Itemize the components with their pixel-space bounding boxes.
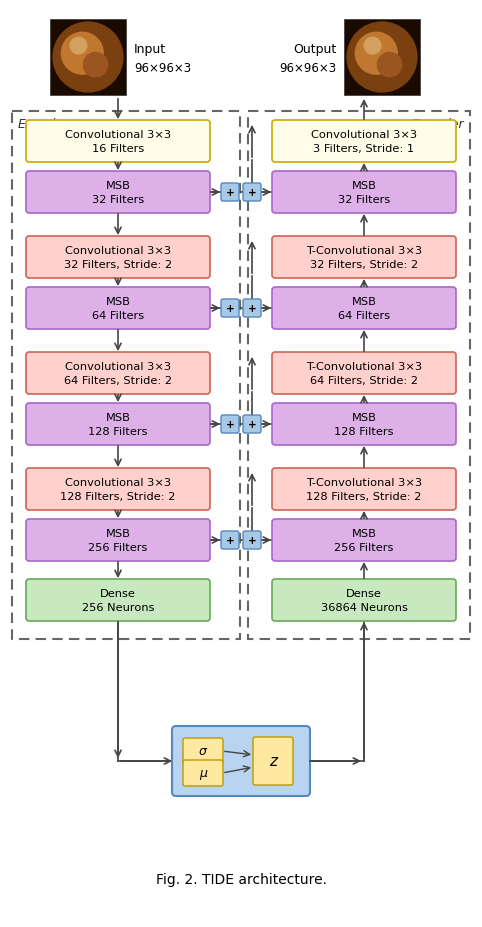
FancyBboxPatch shape — [272, 519, 456, 562]
FancyBboxPatch shape — [221, 184, 239, 202]
Text: T-Convolutional 3×3
128 Filters, Stride: 2: T-Convolutional 3×3 128 Filters, Stride:… — [306, 478, 422, 502]
FancyBboxPatch shape — [272, 287, 456, 330]
Text: +: + — [248, 536, 256, 545]
Circle shape — [53, 23, 123, 93]
FancyBboxPatch shape — [26, 287, 210, 330]
Text: +: + — [248, 304, 256, 313]
Circle shape — [70, 38, 87, 55]
FancyBboxPatch shape — [183, 738, 223, 764]
Circle shape — [355, 33, 397, 75]
Text: Input: Input — [134, 44, 166, 57]
Text: +: + — [226, 188, 234, 197]
FancyBboxPatch shape — [272, 468, 456, 511]
Text: MSB
128 Filters: MSB 128 Filters — [334, 413, 394, 436]
FancyBboxPatch shape — [272, 352, 456, 395]
FancyBboxPatch shape — [243, 415, 261, 434]
Text: μ: μ — [199, 767, 207, 780]
Circle shape — [377, 54, 402, 78]
FancyBboxPatch shape — [221, 299, 239, 318]
Text: σ: σ — [199, 744, 207, 757]
FancyBboxPatch shape — [243, 299, 261, 318]
Text: Encoder: Encoder — [18, 118, 69, 131]
FancyBboxPatch shape — [26, 171, 210, 214]
Circle shape — [83, 54, 108, 78]
FancyBboxPatch shape — [253, 737, 293, 785]
Text: 96×96×3: 96×96×3 — [279, 61, 336, 74]
Text: MSB
128 Filters: MSB 128 Filters — [88, 413, 148, 436]
Text: MSB
64 Filters: MSB 64 Filters — [92, 297, 144, 320]
Text: z: z — [269, 754, 277, 768]
FancyBboxPatch shape — [172, 726, 310, 796]
Text: 96×96×3: 96×96×3 — [134, 61, 191, 74]
FancyBboxPatch shape — [50, 20, 126, 95]
Text: T-Convolutional 3×3
64 Filters, Stride: 2: T-Convolutional 3×3 64 Filters, Stride: … — [306, 362, 422, 386]
Text: +: + — [226, 536, 234, 545]
FancyBboxPatch shape — [243, 184, 261, 202]
FancyBboxPatch shape — [272, 403, 456, 446]
FancyBboxPatch shape — [221, 531, 239, 550]
FancyBboxPatch shape — [26, 403, 210, 446]
FancyBboxPatch shape — [26, 579, 210, 621]
Text: Convolutional 3×3
128 Filters, Stride: 2: Convolutional 3×3 128 Filters, Stride: 2 — [60, 478, 175, 502]
Bar — [12, 112, 240, 640]
FancyBboxPatch shape — [344, 20, 420, 95]
FancyBboxPatch shape — [26, 468, 210, 511]
FancyBboxPatch shape — [26, 352, 210, 395]
Text: MSB
256 Filters: MSB 256 Filters — [88, 528, 147, 552]
FancyBboxPatch shape — [243, 531, 261, 550]
Text: Decoder: Decoder — [411, 118, 464, 131]
Text: Convolutional 3×3
32 Filters, Stride: 2: Convolutional 3×3 32 Filters, Stride: 2 — [64, 247, 172, 270]
FancyBboxPatch shape — [272, 171, 456, 214]
Text: +: + — [226, 420, 234, 429]
FancyBboxPatch shape — [272, 236, 456, 279]
Circle shape — [347, 23, 417, 93]
Text: MSB
64 Filters: MSB 64 Filters — [338, 297, 390, 320]
Text: MSB
32 Filters: MSB 32 Filters — [338, 181, 390, 204]
Text: MSB
32 Filters: MSB 32 Filters — [92, 181, 144, 204]
FancyBboxPatch shape — [183, 760, 223, 786]
Text: MSB
256 Filters: MSB 256 Filters — [335, 528, 394, 552]
Text: Output: Output — [293, 44, 336, 57]
FancyBboxPatch shape — [272, 121, 456, 163]
Text: Fig. 2. TIDE architecture.: Fig. 2. TIDE architecture. — [156, 872, 326, 886]
FancyBboxPatch shape — [26, 121, 210, 163]
FancyBboxPatch shape — [272, 579, 456, 621]
Text: +: + — [248, 188, 256, 197]
FancyBboxPatch shape — [26, 519, 210, 562]
Bar — [248, 112, 470, 640]
Text: T-Convolutional 3×3
32 Filters, Stride: 2: T-Convolutional 3×3 32 Filters, Stride: … — [306, 247, 422, 270]
Text: Convolutional 3×3
3 Filters, Stride: 1: Convolutional 3×3 3 Filters, Stride: 1 — [311, 131, 417, 154]
FancyBboxPatch shape — [221, 415, 239, 434]
Text: Convolutional 3×3
16 Filters: Convolutional 3×3 16 Filters — [65, 131, 171, 154]
FancyBboxPatch shape — [26, 236, 210, 279]
Text: Dense
36864 Neurons: Dense 36864 Neurons — [321, 589, 407, 612]
Text: Dense
256 Neurons: Dense 256 Neurons — [82, 589, 154, 612]
Text: +: + — [226, 304, 234, 313]
Text: +: + — [248, 420, 256, 429]
Circle shape — [61, 33, 103, 75]
Circle shape — [364, 38, 381, 55]
Text: Convolutional 3×3
64 Filters, Stride: 2: Convolutional 3×3 64 Filters, Stride: 2 — [64, 362, 172, 386]
